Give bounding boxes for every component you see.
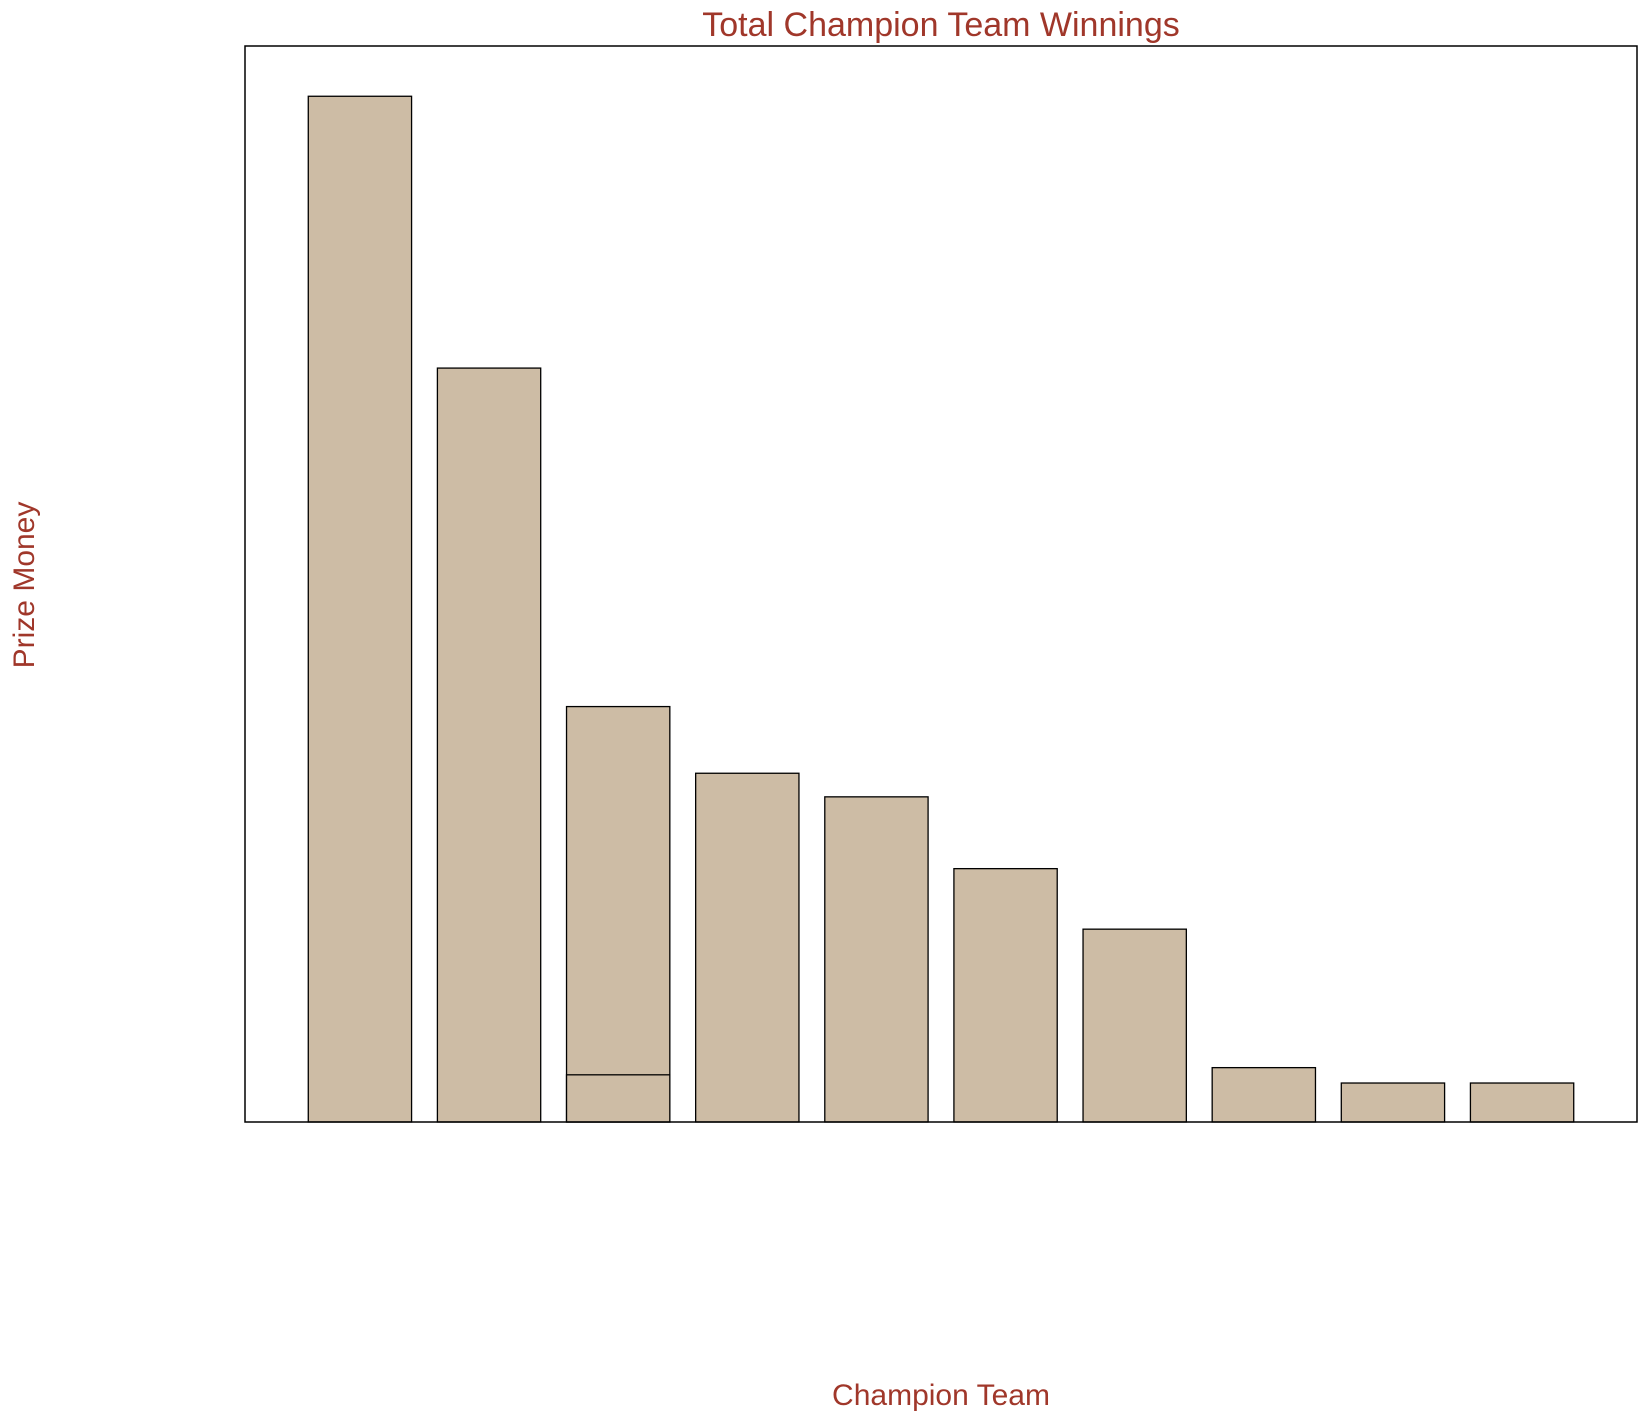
bar <box>1469 1082 1575 1123</box>
bar <box>1340 1082 1446 1123</box>
bar <box>565 1074 671 1123</box>
bar <box>1082 928 1187 1123</box>
x-axis-label: Champion Team <box>832 1379 1050 1412</box>
bar <box>436 367 542 1123</box>
plot-frame <box>244 45 1638 1123</box>
bar <box>565 705 671 1123</box>
chart-title: Total Champion Team Winnings <box>702 6 1180 44</box>
bar <box>1211 1066 1317 1123</box>
bar <box>695 772 800 1123</box>
bar <box>953 867 1058 1123</box>
bar <box>824 796 929 1123</box>
y-axis-label: Prize Money <box>8 502 41 669</box>
bar <box>307 95 413 1123</box>
